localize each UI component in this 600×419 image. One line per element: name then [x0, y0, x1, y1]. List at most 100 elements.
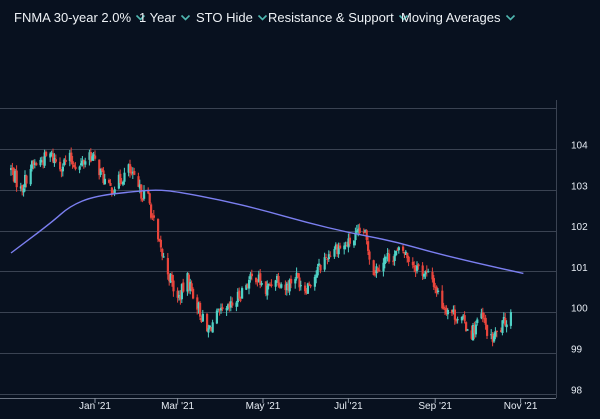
- candle-body[interactable]: [61, 166, 64, 172]
- candle-body[interactable]: [89, 152, 92, 162]
- candle-body[interactable]: [91, 156, 94, 161]
- candle-body[interactable]: [140, 184, 143, 199]
- candle-body[interactable]: [509, 312, 512, 326]
- candle-body[interactable]: [431, 271, 434, 280]
- candle-body[interactable]: [231, 302, 234, 306]
- candle-body[interactable]: [270, 284, 273, 286]
- candle-body[interactable]: [385, 257, 388, 259]
- candle-body[interactable]: [29, 169, 32, 185]
- candle-body[interactable]: [239, 299, 242, 301]
- candle-body[interactable]: [267, 283, 270, 286]
- candle-body[interactable]: [229, 301, 232, 308]
- candle-body[interactable]: [365, 230, 368, 240]
- candle-body[interactable]: [362, 232, 365, 234]
- candle-body[interactable]: [495, 330, 498, 332]
- candle-body[interactable]: [35, 163, 38, 166]
- candle-body[interactable]: [288, 279, 291, 292]
- candle-body[interactable]: [25, 175, 28, 184]
- candle-body[interactable]: [81, 160, 84, 165]
- candle-body[interactable]: [141, 199, 144, 201]
- candle-body[interactable]: [264, 281, 267, 294]
- candle-body[interactable]: [59, 161, 62, 170]
- candle-body[interactable]: [375, 266, 378, 274]
- candle-body[interactable]: [120, 182, 123, 185]
- candle-body[interactable]: [236, 291, 239, 303]
- candle-body[interactable]: [228, 303, 231, 308]
- candle-body[interactable]: [462, 315, 465, 318]
- candle-body[interactable]: [501, 320, 504, 333]
- candle-body[interactable]: [130, 171, 133, 174]
- candle-body[interactable]: [393, 254, 396, 261]
- candle-body[interactable]: [190, 283, 193, 290]
- candle-body[interactable]: [53, 158, 56, 163]
- candle-body[interactable]: [367, 241, 370, 251]
- candle-body[interactable]: [32, 161, 35, 165]
- candle-body[interactable]: [68, 152, 71, 161]
- candle-body[interactable]: [287, 284, 290, 290]
- candle-body[interactable]: [423, 273, 426, 277]
- candle-body[interactable]: [343, 245, 346, 250]
- candle-body[interactable]: [150, 204, 153, 218]
- candle-body[interactable]: [178, 295, 181, 298]
- candle-body[interactable]: [473, 325, 476, 334]
- candle-body[interactable]: [14, 171, 17, 183]
- candle-body[interactable]: [131, 172, 134, 174]
- candle-body[interactable]: [241, 288, 244, 299]
- candle-body[interactable]: [133, 170, 136, 175]
- candle-body[interactable]: [211, 322, 214, 333]
- candle-body[interactable]: [74, 166, 77, 170]
- candle-body[interactable]: [31, 161, 34, 169]
- candle-body[interactable]: [414, 265, 417, 272]
- candle-body[interactable]: [465, 322, 468, 331]
- candle-body[interactable]: [40, 161, 43, 163]
- candle-body[interactable]: [109, 183, 112, 186]
- candle-body[interactable]: [316, 266, 319, 276]
- candle-body[interactable]: [277, 276, 280, 286]
- candle-body[interactable]: [169, 274, 172, 283]
- candle-body[interactable]: [54, 159, 57, 162]
- candle-body[interactable]: [494, 331, 497, 337]
- candle-body[interactable]: [372, 260, 375, 275]
- candle-body[interactable]: [502, 316, 505, 321]
- candle-body[interactable]: [280, 284, 283, 288]
- candle-body[interactable]: [24, 174, 27, 188]
- candle-body[interactable]: [434, 287, 437, 289]
- candle-body[interactable]: [138, 184, 141, 189]
- candle-body[interactable]: [386, 252, 389, 257]
- candle-body[interactable]: [159, 239, 162, 248]
- candle-body[interactable]: [413, 265, 416, 268]
- candle-body[interactable]: [388, 253, 391, 262]
- candle-body[interactable]: [199, 302, 202, 317]
- candle-body[interactable]: [172, 280, 175, 292]
- candle-body[interactable]: [476, 319, 479, 323]
- candle-body[interactable]: [395, 251, 398, 256]
- candle-body[interactable]: [484, 317, 487, 325]
- candle-body[interactable]: [357, 228, 360, 232]
- candle-body[interactable]: [348, 237, 351, 244]
- candle-body[interactable]: [323, 257, 326, 270]
- instrument-dropdown[interactable]: FNMA 30-year 2.0%: [14, 10, 146, 25]
- candle-body[interactable]: [137, 176, 140, 187]
- candle-body[interactable]: [481, 312, 484, 318]
- candle-body[interactable]: [346, 245, 349, 247]
- candle-body[interactable]: [364, 230, 367, 232]
- candle-body[interactable]: [256, 280, 259, 282]
- candle-body[interactable]: [99, 168, 102, 175]
- candle-body[interactable]: [490, 334, 493, 336]
- period-dropdown[interactable]: 1 Year: [139, 10, 191, 25]
- candle-body[interactable]: [71, 161, 74, 164]
- candle-body[interactable]: [82, 160, 85, 164]
- candle-body[interactable]: [353, 240, 356, 246]
- candle-body[interactable]: [406, 252, 409, 259]
- candle-body[interactable]: [266, 285, 269, 296]
- candle-body[interactable]: [101, 168, 104, 171]
- candle-body[interactable]: [295, 272, 298, 279]
- candle-body[interactable]: [334, 244, 337, 250]
- candle-body[interactable]: [88, 152, 91, 160]
- candle-body[interactable]: [168, 274, 171, 282]
- candle-body[interactable]: [110, 187, 113, 194]
- candle-body[interactable]: [227, 304, 230, 309]
- candle-body[interactable]: [70, 152, 73, 162]
- candle-body[interactable]: [435, 286, 438, 294]
- candle-body[interactable]: [446, 309, 449, 315]
